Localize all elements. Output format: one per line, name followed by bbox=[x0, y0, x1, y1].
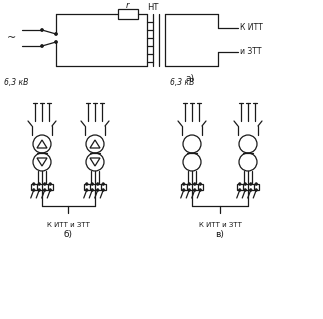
Circle shape bbox=[239, 153, 257, 171]
Circle shape bbox=[38, 183, 41, 185]
Circle shape bbox=[44, 189, 46, 191]
Circle shape bbox=[32, 189, 35, 191]
Circle shape bbox=[86, 153, 104, 171]
Bar bbox=[181, 184, 203, 190]
Circle shape bbox=[97, 183, 99, 185]
Text: НТ: НТ bbox=[147, 4, 158, 12]
Bar bbox=[31, 184, 53, 190]
Circle shape bbox=[193, 183, 196, 185]
Text: К ИТТ: К ИТТ bbox=[240, 24, 263, 33]
Circle shape bbox=[55, 41, 57, 43]
Circle shape bbox=[49, 189, 52, 191]
Text: К ИТТ и ЗТТ: К ИТТ и ЗТТ bbox=[199, 222, 241, 228]
Circle shape bbox=[49, 183, 52, 185]
Circle shape bbox=[86, 189, 88, 191]
Circle shape bbox=[44, 183, 46, 185]
Circle shape bbox=[40, 44, 44, 48]
Text: 6,3 кВ: 6,3 кВ bbox=[170, 78, 194, 86]
Text: в): в) bbox=[215, 231, 224, 240]
Text: ~: ~ bbox=[7, 33, 17, 43]
Bar bbox=[237, 184, 259, 190]
Circle shape bbox=[182, 183, 185, 185]
Circle shape bbox=[91, 183, 94, 185]
Circle shape bbox=[183, 135, 201, 153]
Circle shape bbox=[91, 189, 94, 191]
Text: и ЗТТ: и ЗТТ bbox=[240, 48, 262, 56]
Circle shape bbox=[55, 33, 57, 35]
Circle shape bbox=[33, 135, 51, 153]
Circle shape bbox=[255, 183, 257, 185]
Circle shape bbox=[97, 189, 99, 191]
Circle shape bbox=[244, 183, 246, 185]
Circle shape bbox=[199, 189, 202, 191]
Text: а): а) bbox=[185, 73, 194, 83]
Text: 6,3 кВ: 6,3 кВ bbox=[4, 78, 28, 86]
Circle shape bbox=[238, 183, 241, 185]
Circle shape bbox=[86, 183, 88, 185]
Circle shape bbox=[38, 189, 41, 191]
Bar bbox=[84, 184, 106, 190]
Circle shape bbox=[249, 183, 252, 185]
Circle shape bbox=[255, 189, 257, 191]
Circle shape bbox=[244, 189, 246, 191]
Circle shape bbox=[188, 183, 191, 185]
Circle shape bbox=[188, 189, 191, 191]
Circle shape bbox=[102, 189, 105, 191]
Circle shape bbox=[32, 183, 35, 185]
Circle shape bbox=[182, 189, 185, 191]
Circle shape bbox=[239, 135, 257, 153]
Circle shape bbox=[193, 189, 196, 191]
Text: r: r bbox=[125, 2, 129, 11]
Circle shape bbox=[183, 153, 201, 171]
Circle shape bbox=[86, 135, 104, 153]
Circle shape bbox=[102, 183, 105, 185]
Text: К ИТТ и ЗТТ: К ИТТ и ЗТТ bbox=[47, 222, 90, 228]
Circle shape bbox=[40, 28, 44, 32]
Text: б): б) bbox=[64, 231, 73, 240]
Circle shape bbox=[238, 189, 241, 191]
Circle shape bbox=[199, 183, 202, 185]
Circle shape bbox=[33, 153, 51, 171]
Bar bbox=[118, 9, 138, 19]
Circle shape bbox=[249, 189, 252, 191]
